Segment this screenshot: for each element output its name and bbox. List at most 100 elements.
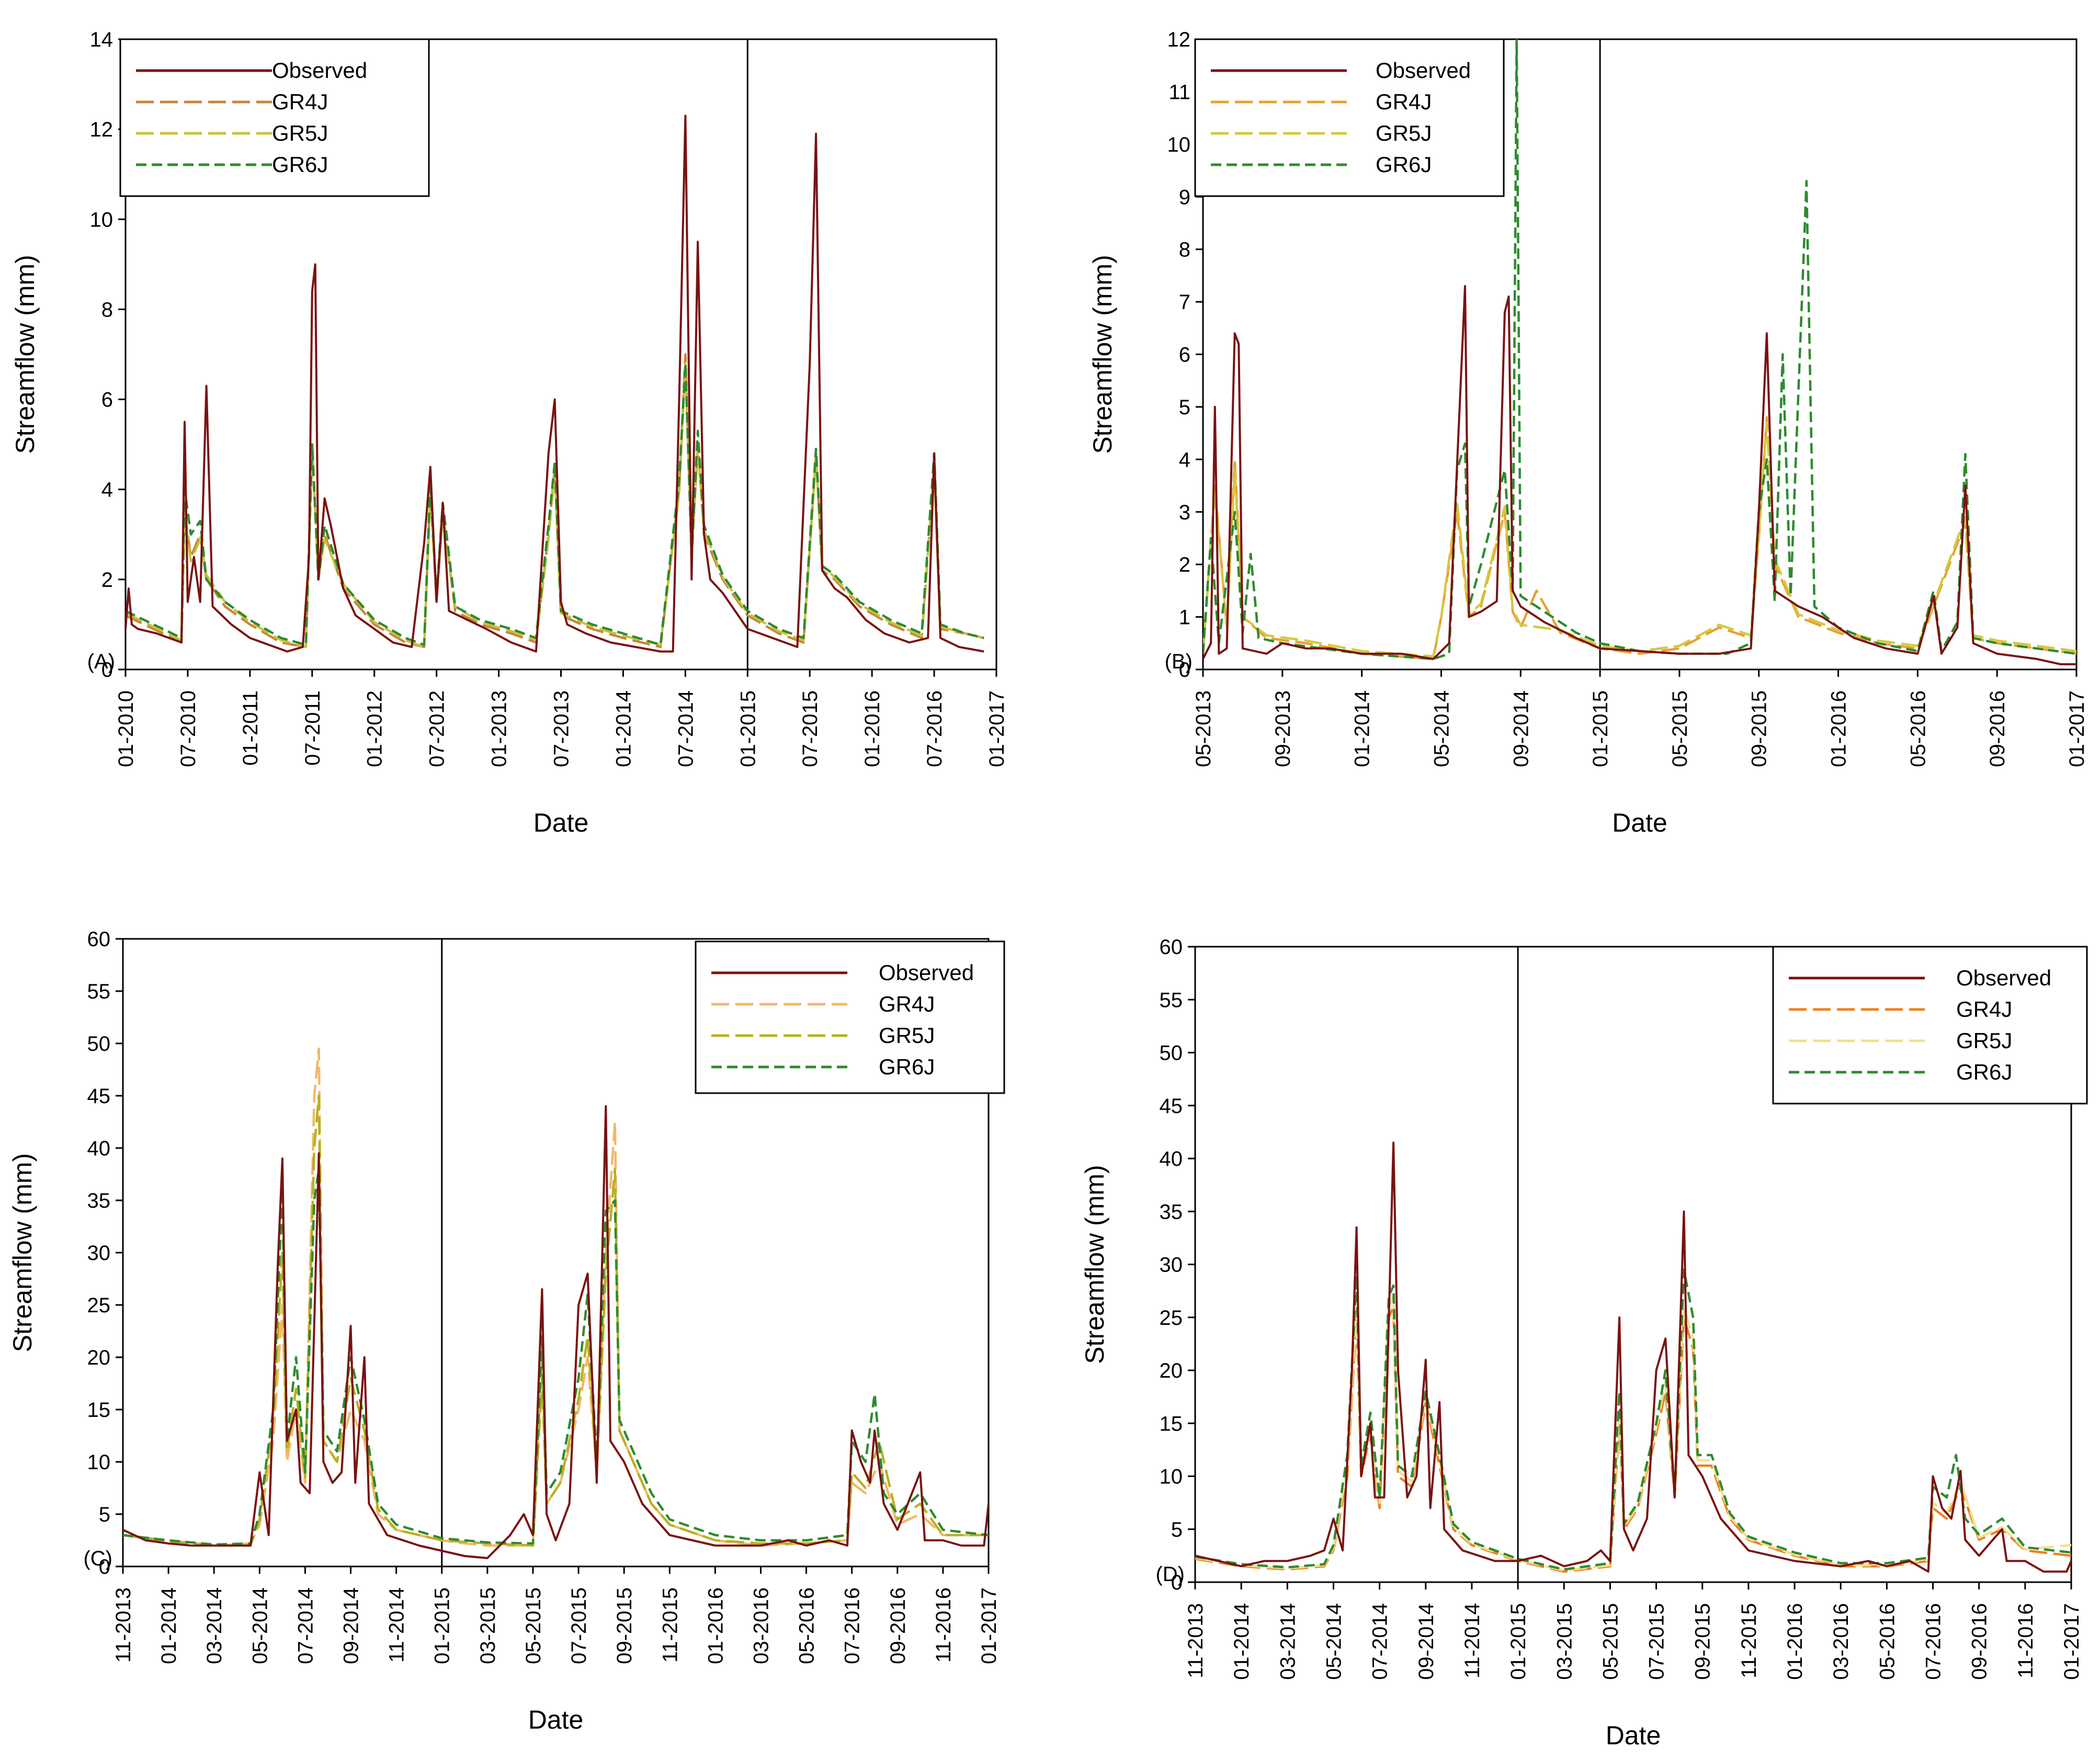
x-axis-title: Date [1612, 808, 1667, 837]
x-tick-label: 01-2015 [431, 1587, 454, 1664]
x-tick-label: 09-2016 [1968, 1603, 1991, 1680]
x-tick-label: 09-2016 [1986, 690, 2009, 767]
x-tick-label: 01-2015 [1589, 690, 1612, 767]
legend-box [119, 38, 430, 197]
y-tick-label: 5 [1171, 1518, 1183, 1541]
y-tick-label: 12 [1167, 28, 1191, 51]
x-tick-label: 03-2014 [1276, 1603, 1299, 1680]
x-tick-label: 09-2015 [1748, 690, 1771, 767]
x-tick-label: 07-2016 [1922, 1603, 1945, 1680]
x-tick-label: 09-2013 [1272, 690, 1295, 767]
y-tick-label: 3 [1179, 501, 1190, 524]
x-tick-label: 09-2014 [1509, 690, 1533, 767]
panel-label: (C) [83, 1547, 112, 1570]
x-tick-label: 11-2015 [659, 1587, 682, 1663]
x-tick-label: 11-2016 [932, 1587, 955, 1663]
x-tick-label: 11-2016 [2014, 1603, 2037, 1678]
x-tick-label: 11-2013 [112, 1587, 135, 1663]
y-tick-label: 50 [87, 1032, 111, 1055]
x-tick-label: 03-2014 [203, 1587, 226, 1664]
legend: Observed GR4J GR5J GR6J [119, 38, 430, 197]
x-tick-label: 03-2016 [750, 1587, 773, 1664]
x-tick-label: 11-2014 [385, 1587, 408, 1663]
x-tick-label: 09-2014 [340, 1587, 363, 1664]
y-axis-title: Streamflow (mm) [10, 255, 40, 454]
y-tick-label: 12 [90, 118, 113, 141]
x-tick-label: 07-2014 [294, 1587, 317, 1664]
y-tick-label: 15 [87, 1399, 111, 1422]
x-tick-label: 07-2014 [1369, 1603, 1392, 1680]
series-line-gr4j [126, 353, 984, 649]
y-tick-label: 1 [1179, 606, 1190, 629]
series-line-observed [1203, 285, 2076, 665]
legend-label: GR5J [879, 1023, 935, 1048]
y-tick-label: 45 [87, 1085, 111, 1108]
x-tick-label: 01-2016 [704, 1587, 727, 1664]
chart-panel-2: 0 5 10 15 20 25 30 35 40 45 50 55 60 11-2013 01-2014 03… [8, 928, 1005, 1734]
y-tick-label: 10 [1160, 1466, 1183, 1489]
x-tick-label: 09-2015 [1692, 1603, 1715, 1680]
series-line-gr6j [1195, 1268, 2071, 1571]
x-tick-label: 01-2014 [1351, 690, 1374, 767]
y-tick-label: 6 [1179, 344, 1190, 367]
x-tick-label: 07-2015 [1645, 1603, 1668, 1680]
x-tick-label: 01-2017 [2060, 1603, 2083, 1680]
legend-label: GR4J [1376, 89, 1432, 114]
y-axis-title: Streamflow (mm) [1088, 255, 1117, 454]
series-line-gr4j [1203, 416, 2076, 661]
x-tick-label: 07-2016 [923, 690, 946, 767]
panel-label: (B) [1165, 650, 1193, 673]
x-tick-label: 07-2015 [567, 1587, 591, 1664]
y-tick-label: 30 [1160, 1254, 1183, 1277]
y-tick-label: 9 [1179, 186, 1190, 209]
y-tick-label: 50 [1160, 1042, 1183, 1065]
x-tick-label: 03-2016 [1830, 1603, 1853, 1680]
y-tick-label: 7 [1179, 291, 1190, 314]
legend-box [1772, 946, 2088, 1105]
x-tick-label: 07-2015 [799, 690, 822, 767]
legend: Observed GR4J GR5J GR6J [1194, 38, 1505, 197]
y-tick-label: 10 [87, 1451, 111, 1474]
legend-label: GR6J [272, 152, 328, 177]
y-tick-label: 25 [87, 1294, 111, 1317]
legend-label: GR4J [272, 89, 328, 114]
y-tick-label: 35 [87, 1189, 111, 1212]
y-tick-label: 8 [1179, 239, 1190, 262]
x-tick-label: 11-2015 [1738, 1603, 1761, 1678]
x-tick-label: 05-2014 [1322, 1603, 1345, 1680]
x-tick-label: 09-2015 [613, 1587, 636, 1664]
y-tick-label: 5 [1179, 396, 1190, 419]
legend-label: GR5J [1956, 1028, 2012, 1053]
y-axis-title: Streamflow (mm) [1080, 1165, 1109, 1364]
x-axis-title: Date [528, 1705, 584, 1734]
legend-label: Observed [272, 58, 367, 83]
y-tick-label: 0 [1171, 1571, 1183, 1594]
y-tick-label: 55 [87, 980, 111, 1003]
x-tick-label: 01-2012 [364, 690, 387, 767]
x-tick-label: 07-2010 [177, 690, 200, 767]
y-tick-label: 60 [1160, 936, 1183, 959]
x-tick-label: 01-2015 [1507, 1603, 1530, 1680]
legend-label: GR5J [1376, 121, 1432, 145]
x-tick-label: 11-2013 [1184, 1603, 1207, 1678]
series-line-observed [123, 1105, 989, 1559]
legend-label: Observed [1956, 966, 2051, 990]
y-tick-label: 10 [1167, 133, 1191, 156]
chart-panel-3: 0 5 10 15 20 25 30 35 40 45 50 55 60 11-2013 01-2014 03… [1080, 936, 2088, 1750]
series-line-gr4j [1195, 1305, 2071, 1573]
x-tick-label: 01-2017 [978, 1587, 1001, 1664]
x-tick-label: 05-2014 [1430, 690, 1453, 767]
y-tick-label: 45 [1160, 1095, 1183, 1118]
x-tick-label: 01-2014 [1230, 1603, 1253, 1680]
x-tick-label: 01-2016 [1784, 1603, 1807, 1680]
x-axis-title: Date [1606, 1721, 1661, 1750]
x-tick-label: 05-2013 [1192, 690, 1215, 767]
y-tick-label: 60 [87, 928, 111, 951]
series-line-observed [1195, 1141, 2071, 1573]
panel-label: (D) [1155, 1563, 1185, 1586]
y-tick-label: 2 [101, 569, 113, 592]
x-tick-label: 01-2015 [736, 690, 759, 767]
y-tick-label: 25 [1160, 1307, 1183, 1330]
y-tick-label: 0 [1179, 658, 1190, 682]
